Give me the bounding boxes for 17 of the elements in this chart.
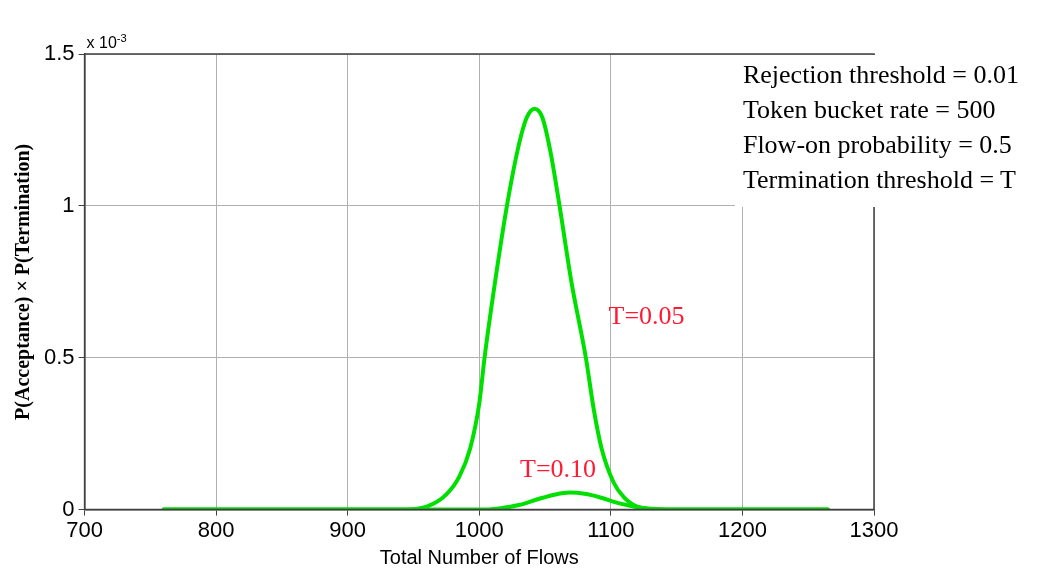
annotation: Token bucket rate = 500 — [742, 94, 996, 124]
x-tick-label: 900 — [329, 516, 367, 542]
y-tick-label: 0.5 — [43, 343, 75, 369]
x-axis-title: Total Number of Flows — [379, 545, 579, 568]
annotation: Rejection threshold = 0.01 — [742, 59, 1019, 89]
y-tick-label: 1.5 — [43, 40, 75, 66]
y-tick-label: 1 — [62, 191, 75, 217]
series-label: T=0.10 — [520, 454, 597, 484]
y-axis-title: P(Acceptance) × P(Termination) — [11, 143, 35, 420]
x-tick-label: 1300 — [849, 516, 899, 542]
x-tick-label: 1000 — [454, 516, 504, 542]
annotation: Flow-on probability = 0.5 — [742, 129, 1012, 159]
series-label: T=0.05 — [608, 300, 685, 330]
annotation: Termination threshold = T — [742, 164, 1017, 194]
x-tick-label: 1200 — [717, 516, 767, 542]
x-tick-label: 1100 — [587, 516, 635, 542]
x-tick-label: 800 — [197, 516, 235, 542]
